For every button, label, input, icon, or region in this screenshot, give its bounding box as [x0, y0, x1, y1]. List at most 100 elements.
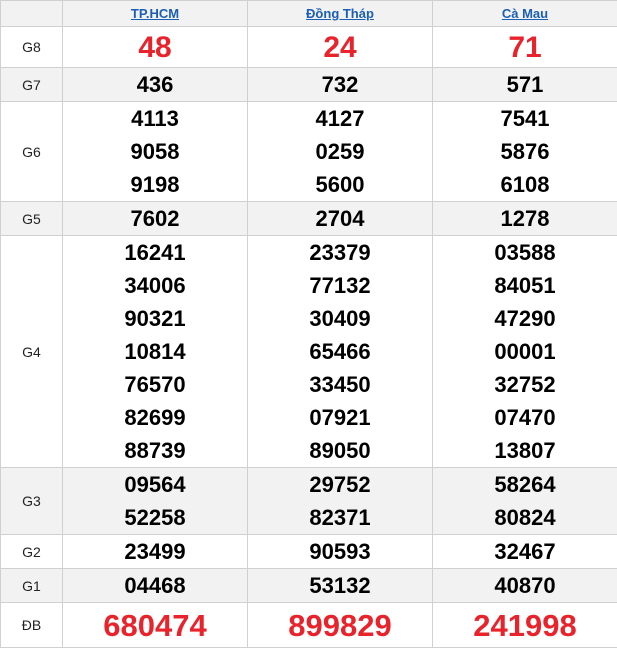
prize-cell: 1278 [433, 202, 617, 236]
prize-number: 899829 [248, 609, 432, 642]
prize-cell: 04468 [63, 569, 248, 603]
prize-cell: 24 [248, 27, 433, 68]
prize-number: 71 [433, 31, 617, 64]
prize-number: 5600 [248, 168, 432, 201]
header-row: TP.HCM Đồng Tháp Cà Mau [1, 1, 617, 27]
prize-cell: 7602 [63, 202, 248, 236]
corner-cell [1, 1, 63, 27]
prize-cell: 680474 [63, 603, 248, 648]
prize-number: 48 [63, 31, 247, 64]
prize-number: 00001 [433, 335, 617, 368]
prize-number: 84051 [433, 269, 617, 302]
prize-number: 16241 [63, 236, 247, 269]
prize-cell: 899829 [248, 603, 433, 648]
prize-number: 23379 [248, 236, 432, 269]
prize-number: 82699 [63, 401, 247, 434]
prize-number: 5876 [433, 135, 617, 168]
prize-number: 34006 [63, 269, 247, 302]
prize-cell: 32467 [433, 535, 617, 569]
prize-number: 88739 [63, 434, 247, 467]
prize-number: 47290 [433, 302, 617, 335]
prize-number: 4113 [63, 102, 247, 135]
prize-cell: 732 [248, 68, 433, 102]
prize-number: 24 [248, 31, 432, 64]
prize-number: 7541 [433, 102, 617, 135]
province-link-tphcm[interactable]: TP.HCM [131, 6, 179, 21]
prize-number: 77132 [248, 269, 432, 302]
prize-label: G5 [1, 202, 63, 236]
prize-number: 32467 [433, 535, 617, 568]
prize-label: ĐB [1, 603, 63, 648]
prize-cell: 436 [63, 68, 248, 102]
prize-number: 6108 [433, 168, 617, 201]
prize-label: G2 [1, 535, 63, 569]
prize-number: 732 [248, 68, 432, 101]
province-link-dong-thap[interactable]: Đồng Tháp [306, 6, 374, 21]
prize-number: 89050 [248, 434, 432, 467]
prize-number: 32752 [433, 368, 617, 401]
prize-label: G4 [1, 236, 63, 468]
prize-number: 90593 [248, 535, 432, 568]
prize-number: 0259 [248, 135, 432, 168]
prize-number: 07921 [248, 401, 432, 434]
prize-number: 571 [433, 68, 617, 101]
prize-number: 80824 [433, 501, 617, 534]
prize-number: 58264 [433, 468, 617, 501]
prize-cell: 40870 [433, 569, 617, 603]
prize-number: 29752 [248, 468, 432, 501]
prize-number: 04468 [63, 569, 247, 602]
prize-label: G1 [1, 569, 63, 603]
prize-number: 33450 [248, 368, 432, 401]
prize-label: G3 [1, 468, 63, 535]
province-link-ca-mau[interactable]: Cà Mau [502, 6, 548, 21]
prize-label: G6 [1, 102, 63, 202]
prize-cell: 48 [63, 27, 248, 68]
prize-number: 23499 [63, 535, 247, 568]
prize-number: 1278 [433, 202, 617, 235]
prize-cell: 241998 [433, 603, 617, 648]
prize-number: 07470 [433, 401, 617, 434]
prize-number: 7602 [63, 202, 247, 235]
prize-number: 65466 [248, 335, 432, 368]
prize-number: 40870 [433, 569, 617, 602]
prize-number: 09564 [63, 468, 247, 501]
prize-number: 52258 [63, 501, 247, 534]
prize-number: 241998 [433, 609, 617, 642]
prize-number: 10814 [63, 335, 247, 368]
prize-number: 436 [63, 68, 247, 101]
prize-number: 9058 [63, 135, 247, 168]
prize-number: 82371 [248, 501, 432, 534]
prize-label: G7 [1, 68, 63, 102]
prize-number: 03588 [433, 236, 617, 269]
prize-number: 2704 [248, 202, 432, 235]
prize-cell: 23499 [63, 535, 248, 569]
prize-cell: 53132 [248, 569, 433, 603]
prize-number: 30409 [248, 302, 432, 335]
prize-cell: 90593 [248, 535, 433, 569]
prize-cell: 2704 [248, 202, 433, 236]
prize-cell: 571 [433, 68, 617, 102]
prize-number: 13807 [433, 434, 617, 467]
prize-number: 76570 [63, 368, 247, 401]
prize-cell: 71 [433, 27, 617, 68]
prize-number: 90321 [63, 302, 247, 335]
